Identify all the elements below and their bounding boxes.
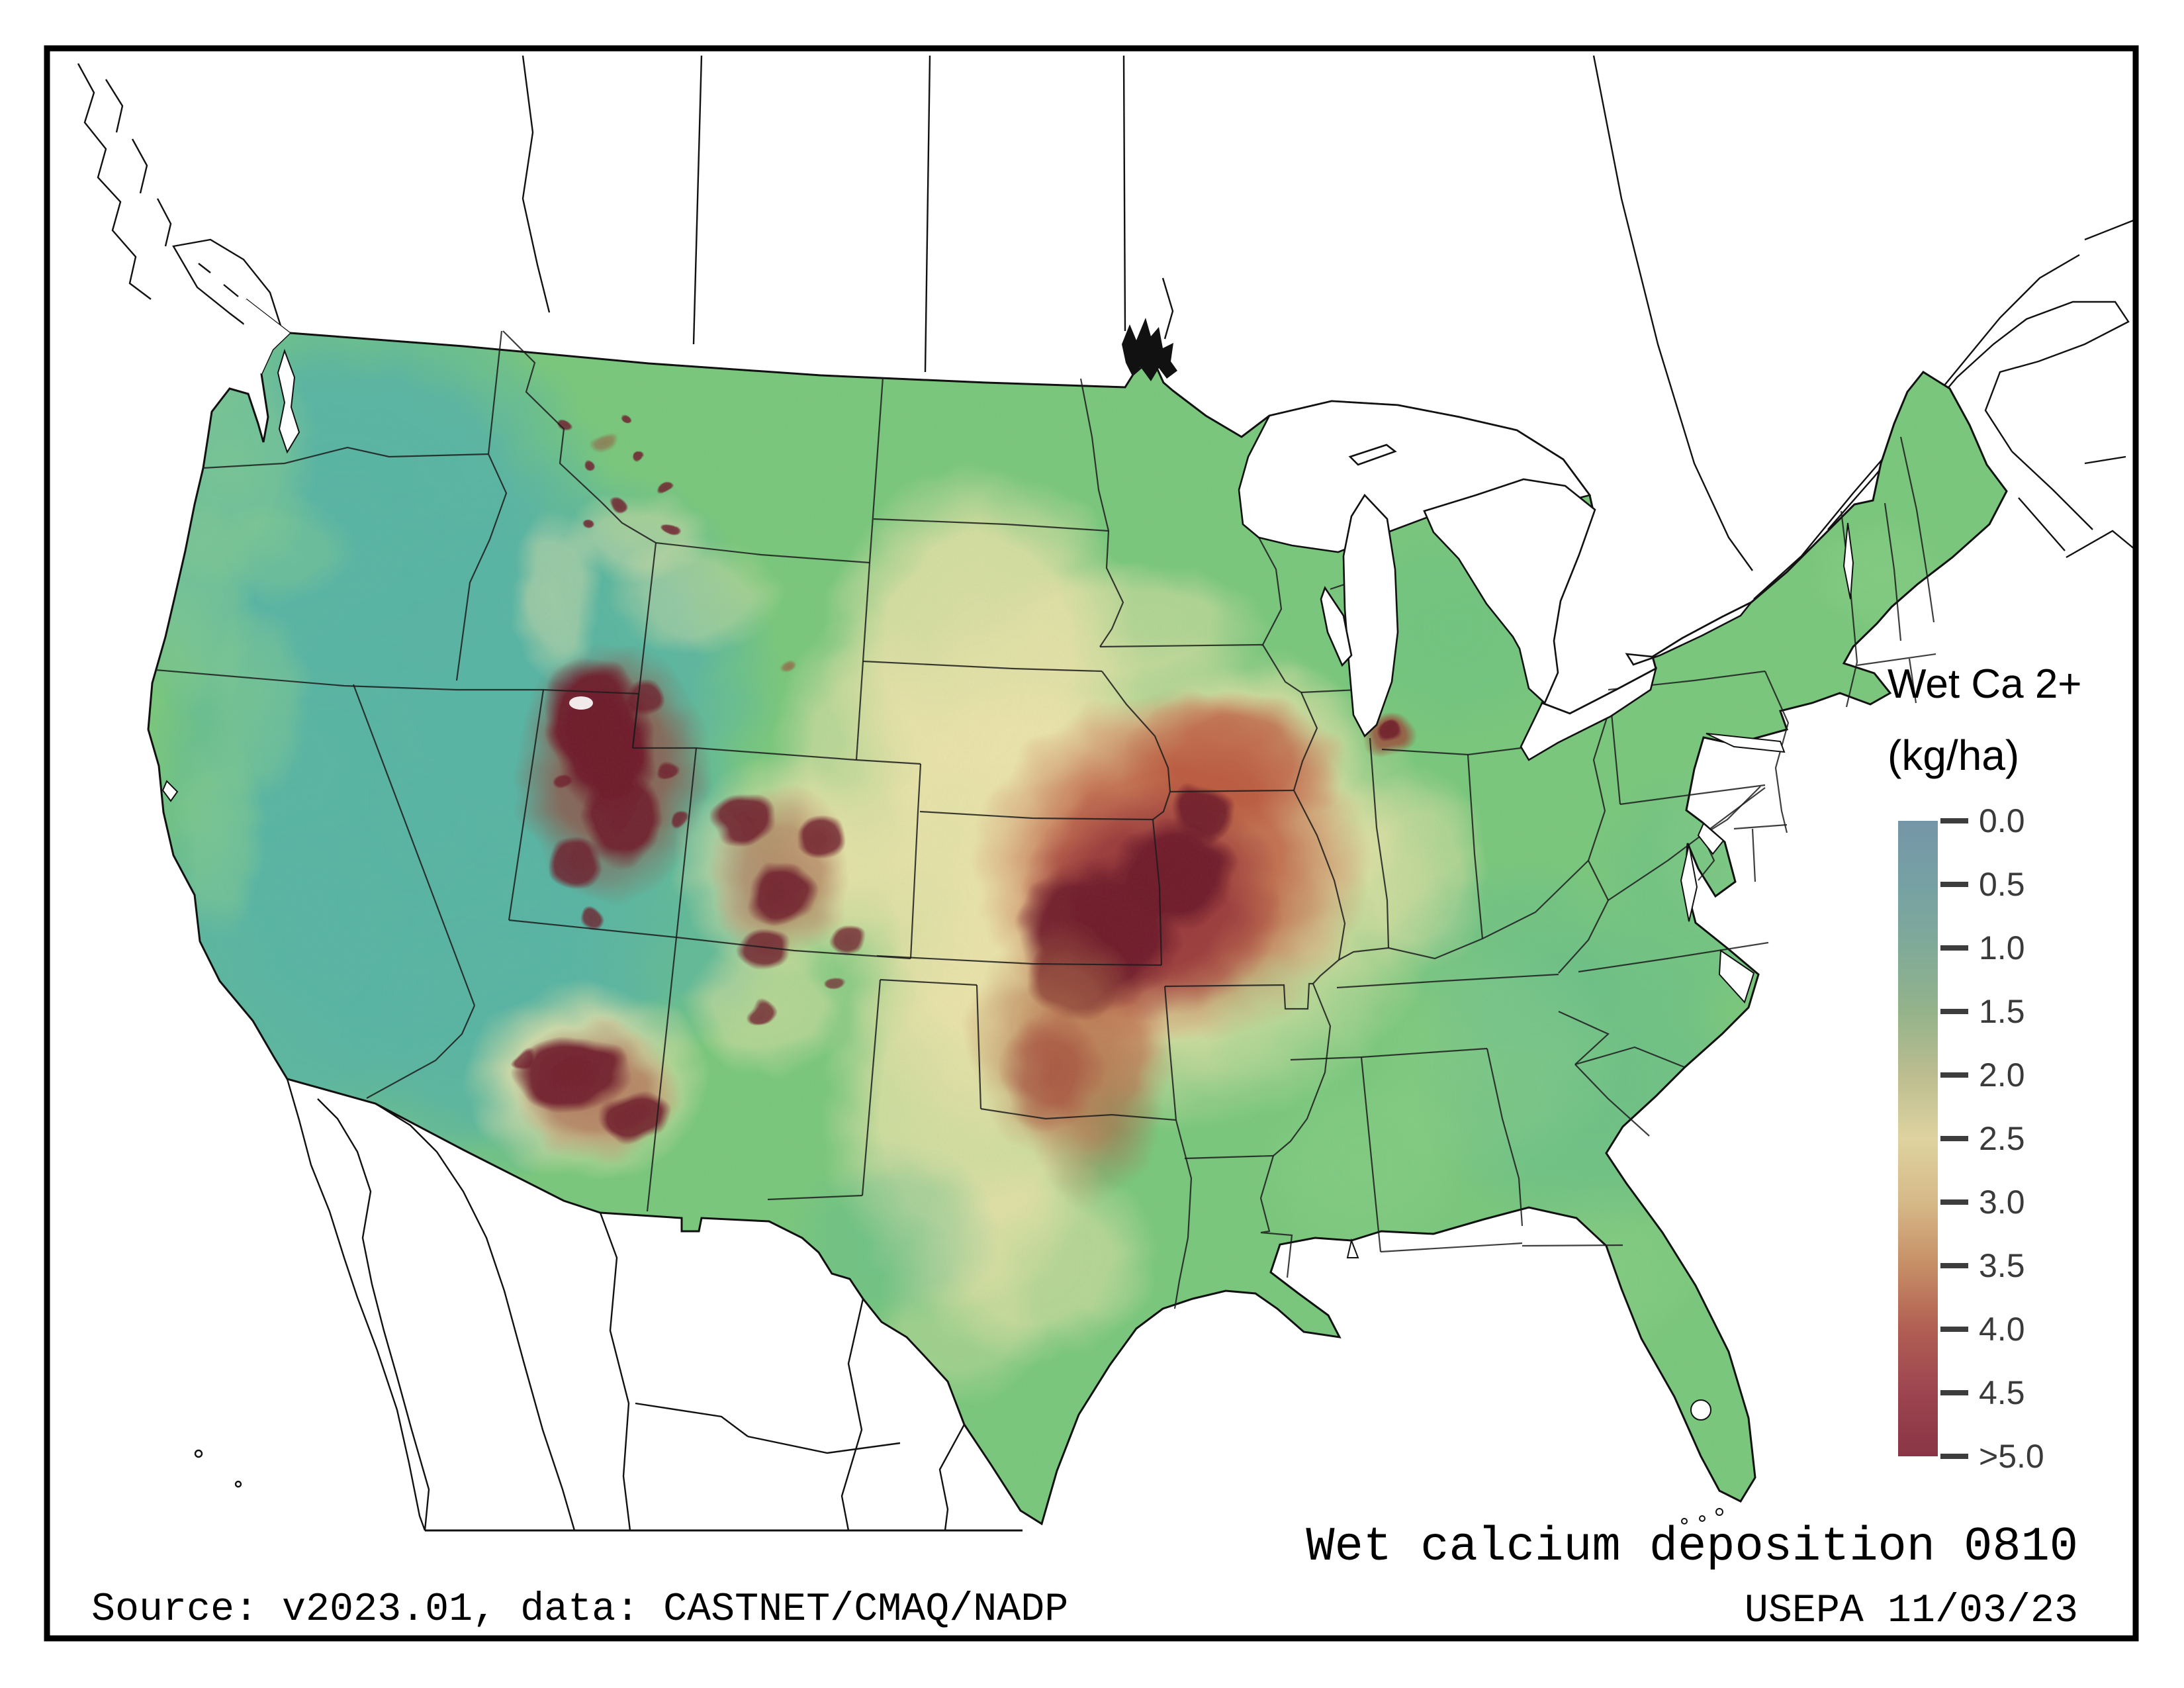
coastal-water-details xyxy=(161,299,1854,1524)
lake-huron xyxy=(1423,478,1596,705)
legend-tick xyxy=(1940,882,1968,887)
chesapeake-bay xyxy=(1680,844,1698,922)
legend-tick xyxy=(1940,1454,1968,1459)
us-landmass xyxy=(148,333,2007,1524)
legend-tick-label: 1.5 xyxy=(1979,993,2025,1030)
source-label: Source: v2023.01, data: CASTNET/CMAQ/NAD… xyxy=(91,1587,1069,1632)
pamlico-sound xyxy=(1718,949,1755,1004)
legend-tick-label: 3.5 xyxy=(1979,1247,2025,1284)
legend-title: Wet Ca 2+ xyxy=(1888,661,2082,707)
great-lakes xyxy=(1238,400,1752,761)
lake-champlain xyxy=(1843,522,1854,600)
green-bay xyxy=(1320,586,1353,667)
legend-tick-label: 0.5 xyxy=(1979,866,2025,903)
legend-tick xyxy=(1940,1009,1968,1014)
legend-tick-label: 3.0 xyxy=(1979,1184,2025,1221)
legend-tick xyxy=(1940,1263,1968,1268)
legend-tick-label: 2.0 xyxy=(1979,1056,2025,1094)
legend-tick-label: 4.5 xyxy=(1979,1374,2025,1411)
legend-tick-label: 0.0 xyxy=(1979,802,2025,839)
legend-tick-label: 1.0 xyxy=(1979,929,2025,966)
legend-tick xyxy=(1940,1327,1968,1332)
great-salt-lake xyxy=(569,696,593,710)
legend-colorbar xyxy=(1898,821,1938,1456)
legend-units: (kg/ha) xyxy=(1888,731,2020,779)
map-title: Wet calcium deposition 0810 xyxy=(1306,1520,2078,1574)
legend-tick xyxy=(1940,1136,1968,1141)
san-francisco-bay xyxy=(161,780,179,802)
legend-tick xyxy=(1940,818,1968,823)
mexico-outline xyxy=(194,1078,1023,1532)
lake-ontario xyxy=(1625,601,1752,666)
florida-keys xyxy=(1715,1508,1723,1516)
mobile-bay xyxy=(1346,1238,1359,1258)
lake-erie xyxy=(1520,667,1657,761)
legend-tick xyxy=(1940,1072,1968,1078)
long-island-sound xyxy=(1706,733,1786,753)
legend-tick-label: 4.0 xyxy=(1979,1311,2025,1348)
legend-tick xyxy=(1940,1390,1968,1395)
lake-michigan xyxy=(1342,493,1399,738)
isle-royale xyxy=(1348,444,1397,466)
canada-outline xyxy=(77,55,2136,600)
lake-of-the-woods xyxy=(1122,318,1177,381)
lake-okeechobee xyxy=(1690,1399,1711,1421)
legend-tick xyxy=(1940,945,1968,951)
frame-border xyxy=(44,45,2139,1642)
legend-tick-label: >5.0 xyxy=(1979,1438,2044,1475)
delaware-bay xyxy=(1697,822,1725,855)
legend-tick-label: 2.5 xyxy=(1979,1120,2025,1157)
legend-tick xyxy=(1940,1199,1968,1205)
state-borders xyxy=(155,330,1936,1309)
agency-date-label: USEPA 11/03/23 xyxy=(1744,1589,2078,1634)
puget-sound xyxy=(277,348,300,454)
